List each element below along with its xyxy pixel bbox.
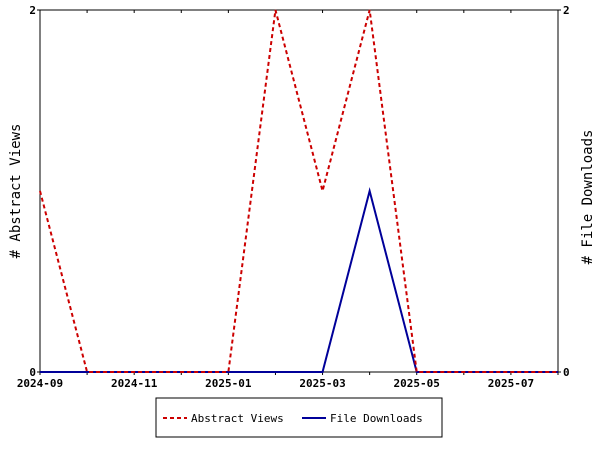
series-line-file-downloads	[40, 187, 558, 373]
x-tick-label: 2025-03	[299, 377, 345, 390]
legend: Abstract Views File Downloads	[155, 397, 443, 438]
legend-label-file-downloads: File Downloads	[330, 412, 423, 425]
x-tick-label: 2025-01	[205, 377, 252, 390]
legend-label-abstract-views: Abstract Views	[191, 412, 284, 425]
series-line-abstract-views	[39, 9, 558, 373]
legend-box	[155, 397, 443, 438]
y-tick-label-right: 2	[563, 4, 570, 17]
x-axis-ticks: 2024-09 2024-11 2025-01 2025-03 2025-05 2025-…	[17, 10, 559, 390]
y-axis-ticks: 0 2 0 2	[29, 4, 569, 379]
plot-frame	[39, 9, 559, 373]
x-tick-label: 2024-09	[17, 377, 63, 390]
x-tick-label: 2024-11	[111, 377, 158, 390]
y-tick-label-right: 0	[563, 366, 570, 379]
y-tick-label-left: 0	[29, 366, 36, 379]
x-tick-label: 2025-05	[394, 377, 440, 390]
series-lines	[39, 9, 558, 373]
y-axis-title-right: # File Downloads	[580, 130, 596, 265]
y-tick-label-left: 2	[29, 4, 36, 17]
x-tick-label: 2025-07	[488, 377, 534, 390]
y-axis-title-left: # Abstract Views	[8, 124, 24, 259]
